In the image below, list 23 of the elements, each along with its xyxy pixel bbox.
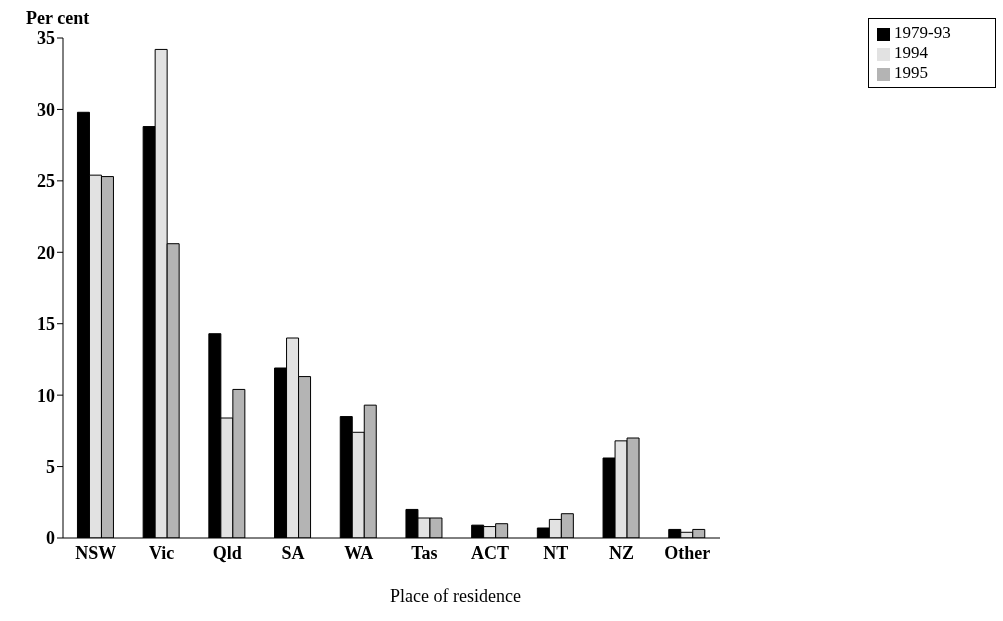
x-tick-label: NZ xyxy=(608,542,634,563)
legend-label: 1994 xyxy=(894,43,928,62)
legend-label: 1979-93 xyxy=(894,23,951,42)
x-tick-label: Qld xyxy=(212,542,242,563)
legend-label: 1995 xyxy=(894,63,928,82)
y-tick-label: 5 xyxy=(46,456,55,477)
y-tick-label: 30 xyxy=(37,99,55,120)
x-tick-label: ACT xyxy=(471,542,510,563)
y-axis-title: Per cent xyxy=(26,8,90,29)
y-tick-label: 0 xyxy=(46,528,55,549)
x-tick-label: WA xyxy=(344,542,374,563)
y-tick-label: 10 xyxy=(37,385,55,406)
y-tick-label: 20 xyxy=(37,242,55,263)
x-tick-label: Other xyxy=(664,542,711,563)
y-tick-label: 15 xyxy=(37,314,55,335)
x-tick-label: Vic xyxy=(148,542,175,563)
x-tick-label: NT xyxy=(543,542,569,563)
x-axis-title: Place of residence xyxy=(389,586,522,607)
x-tick-label: SA xyxy=(281,542,305,563)
y-tick-label: 35 xyxy=(37,28,55,49)
x-tick-label: NSW xyxy=(75,542,117,563)
y-tick-label: 25 xyxy=(37,171,55,192)
x-tick-label: Tas xyxy=(411,542,438,563)
